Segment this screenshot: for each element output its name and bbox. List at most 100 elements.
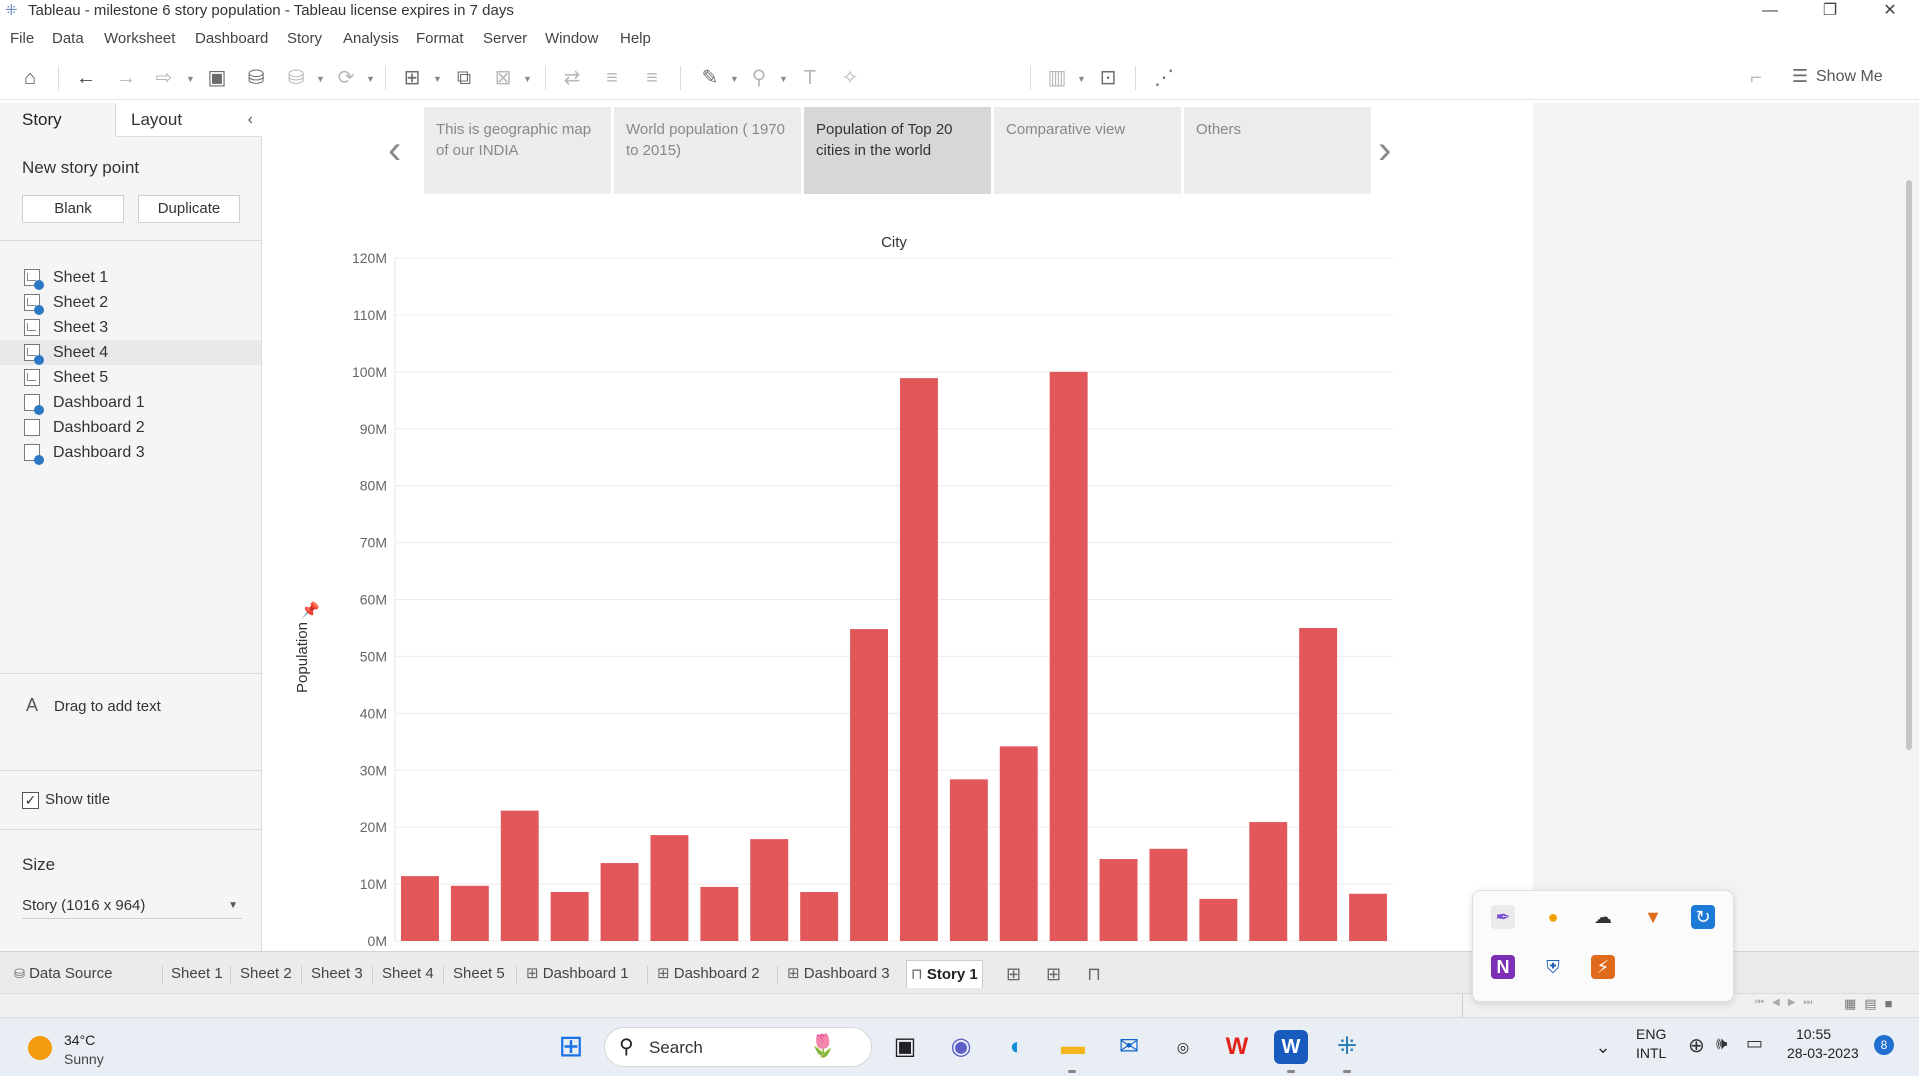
menu-story[interactable]: Story — [287, 30, 323, 47]
drag-to-add-text[interactable]: A Drag to add text — [26, 695, 161, 716]
menu-format[interactable]: Format — [416, 30, 464, 47]
save-icon[interactable]: ▣ — [207, 67, 227, 89]
blank-button[interactable]: Blank — [22, 195, 124, 223]
notification-badge[interactable]: 8 — [1874, 1035, 1894, 1055]
tableau-taskbar-icon[interactable]: ⁜ — [1336, 1033, 1358, 1060]
highlight-icon[interactable]: ✎ — [701, 67, 719, 89]
tab-sheet-3[interactable]: Sheet 3 — [311, 965, 363, 982]
new-worksheet-tab-icon[interactable]: ⊞ — [1006, 964, 1022, 984]
navigation-arrows-icon[interactable]: ⏮◀▶⏭ — [1755, 997, 1821, 1008]
onedrive-icon[interactable]: ☁ — [1594, 907, 1612, 927]
new-data-source-icon[interactable]: ⛁ — [247, 67, 265, 89]
menu-window[interactable]: Window — [545, 30, 599, 47]
security-shield-icon[interactable]: ⛨ — [1546, 957, 1560, 977]
checkbox-checked-icon[interactable]: ✓ — [22, 791, 39, 809]
swap-icon[interactable]: ⇄ — [563, 67, 581, 89]
sheet-item-dashboard-3[interactable]: Dashboard 3 — [0, 440, 261, 465]
menu-file[interactable]: File — [10, 30, 35, 47]
view-mode-icon[interactable]: ▦▤■ — [1844, 996, 1901, 1011]
pin-icon[interactable]: ✧ — [841, 67, 859, 89]
duplicate-sheet-icon[interactable]: ⧉ — [456, 67, 472, 89]
previous-story-point-icon[interactable]: ‹ — [388, 128, 402, 172]
group-icon[interactable]: ⚲ — [751, 67, 767, 89]
menu-server[interactable]: Server — [483, 30, 528, 47]
onenote-icon[interactable]: N — [1491, 955, 1515, 979]
labels-icon[interactable]: T — [803, 67, 817, 89]
tab-story[interactable]: Story — [0, 103, 115, 137]
sort-ascending-icon[interactable]: ≡ — [606, 67, 618, 89]
story-point-5[interactable]: Others — [1184, 107, 1371, 194]
story-point-4[interactable]: Comparative view — [994, 107, 1181, 194]
show-cards-icon[interactable]: ▥ — [1047, 67, 1067, 89]
next-story-point-icon[interactable]: › — [1378, 128, 1392, 172]
tab-sheet-2[interactable]: Sheet 2 — [240, 965, 292, 982]
menu-help[interactable]: Help — [620, 30, 651, 47]
taskbar-search[interactable]: ⚲ Search 🌷 — [604, 1027, 872, 1067]
home-icon[interactable]: ⌂ — [23, 67, 37, 89]
task-view-icon[interactable]: ▣ — [893, 1033, 917, 1060]
clock-date[interactable]: 28-03-2023 — [1787, 1045, 1859, 1061]
edge-browser-icon[interactable]: ◐ — [1009, 1033, 1025, 1060]
tab-sheet-4[interactable]: Sheet 4 — [382, 965, 434, 982]
sheet-item-sheet-4[interactable]: Sheet 4 — [0, 340, 261, 365]
clear-sheet-icon[interactable]: ⊠ — [494, 67, 512, 89]
story-point-3[interactable]: Population of Top 20 cities in the world — [804, 107, 991, 194]
battery-icon[interactable]: ▭ — [1746, 1033, 1764, 1053]
replay-icon[interactable]: ⇨ — [155, 67, 173, 89]
menu-analysis[interactable]: Analysis — [343, 30, 399, 47]
story-point-2[interactable]: World population ( 1970 to 2015) — [614, 107, 801, 194]
tab-sheet-1[interactable]: Sheet 1 — [171, 965, 223, 982]
language-top[interactable]: ENG — [1636, 1026, 1667, 1042]
show-title-checkbox[interactable]: ✓ Show title — [22, 791, 110, 809]
teams-chat-icon[interactable]: ◉ — [950, 1033, 972, 1060]
java-update-icon[interactable]: ⚡ — [1591, 955, 1615, 979]
tab-story-1[interactable]: ⊓ Story 1 — [906, 960, 983, 988]
tab-sheet-5[interactable]: Sheet 5 — [453, 965, 505, 982]
story-point-1[interactable]: This is geographic map of our INDIA — [424, 107, 611, 194]
windows-start-icon[interactable]: ⊞ — [558, 1030, 584, 1063]
tab-layout[interactable]: Layout — [115, 103, 262, 137]
pause-updates-icon[interactable]: ⛁ — [287, 67, 305, 89]
menu-dashboard[interactable]: Dashboard — [195, 30, 269, 47]
volume-icon[interactable]: 🕪 — [1716, 1033, 1728, 1053]
chevron-up-icon[interactable]: ⌄ — [1595, 1037, 1611, 1057]
paint-roller-icon[interactable]: ⌐ — [1750, 67, 1762, 89]
redo-icon[interactable]: → — [116, 67, 136, 89]
vertical-scrollbar[interactable] — [1906, 180, 1912, 750]
tab-dashboard-2[interactable]: ⊞ Dashboard 2 — [653, 960, 764, 988]
dell-update-icon[interactable]: ↻ — [1691, 905, 1715, 929]
wps-office-icon[interactable]: W — [1225, 1033, 1249, 1060]
tab-dashboard-3[interactable]: ⊞ Dashboard 3 — [783, 960, 894, 988]
sheet-item-dashboard-1[interactable]: Dashboard 1 — [0, 390, 261, 415]
duplicate-button[interactable]: Duplicate — [138, 195, 240, 223]
refresh-icon[interactable]: ⟳ — [337, 67, 355, 89]
network-icon[interactable]: ⊕ — [1688, 1035, 1705, 1057]
norton-icon[interactable]: ● — [1547, 907, 1559, 927]
sort-descending-icon[interactable]: ≡ — [646, 67, 658, 89]
vlc-icon[interactable]: ▼ — [1644, 907, 1662, 927]
minimize-button[interactable]: — — [1762, 2, 1778, 19]
sheet-item-sheet-3[interactable]: Sheet 3 — [0, 315, 261, 340]
presentation-mode-icon[interactable]: ⊡ — [1099, 67, 1117, 89]
close-button[interactable]: ✕ — [1883, 2, 1897, 19]
word-icon[interactable]: W — [1274, 1030, 1308, 1064]
menu-worksheet[interactable]: Worksheet — [104, 30, 176, 47]
sheet-item-sheet-2[interactable]: Sheet 2 — [0, 290, 261, 315]
new-worksheet-icon[interactable]: ⊞ — [403, 67, 421, 89]
dell-icon[interactable]: ◎ — [1176, 1039, 1190, 1055]
clock-time[interactable]: 10:55 — [1796, 1026, 1832, 1042]
share-icon[interactable]: ⋰ — [1154, 67, 1174, 89]
file-explorer-icon[interactable]: ▬ — [1061, 1033, 1085, 1060]
undo-icon[interactable]: ← — [76, 67, 96, 89]
mail-icon[interactable]: ✉ — [1118, 1033, 1140, 1060]
menu-data[interactable]: Data — [52, 30, 84, 47]
collapse-panel-icon[interactable]: ‹ — [247, 111, 253, 128]
new-story-tab-icon[interactable]: ⊓ — [1087, 964, 1102, 984]
size-select[interactable]: Story (1016 x 964) ▼ — [22, 893, 242, 919]
tab-dashboard-1[interactable]: ⊞ Dashboard 1 — [522, 960, 633, 988]
tab-data-source[interactable]: ⛁ Data Source — [10, 960, 116, 988]
new-dashboard-tab-icon[interactable]: ⊞ — [1046, 964, 1062, 984]
sheet-item-dashboard-2[interactable]: Dashboard 2 — [0, 415, 261, 440]
feather-app-icon[interactable]: ✒ — [1491, 905, 1515, 929]
show-me-button[interactable]: Show Me — [1816, 68, 1883, 85]
